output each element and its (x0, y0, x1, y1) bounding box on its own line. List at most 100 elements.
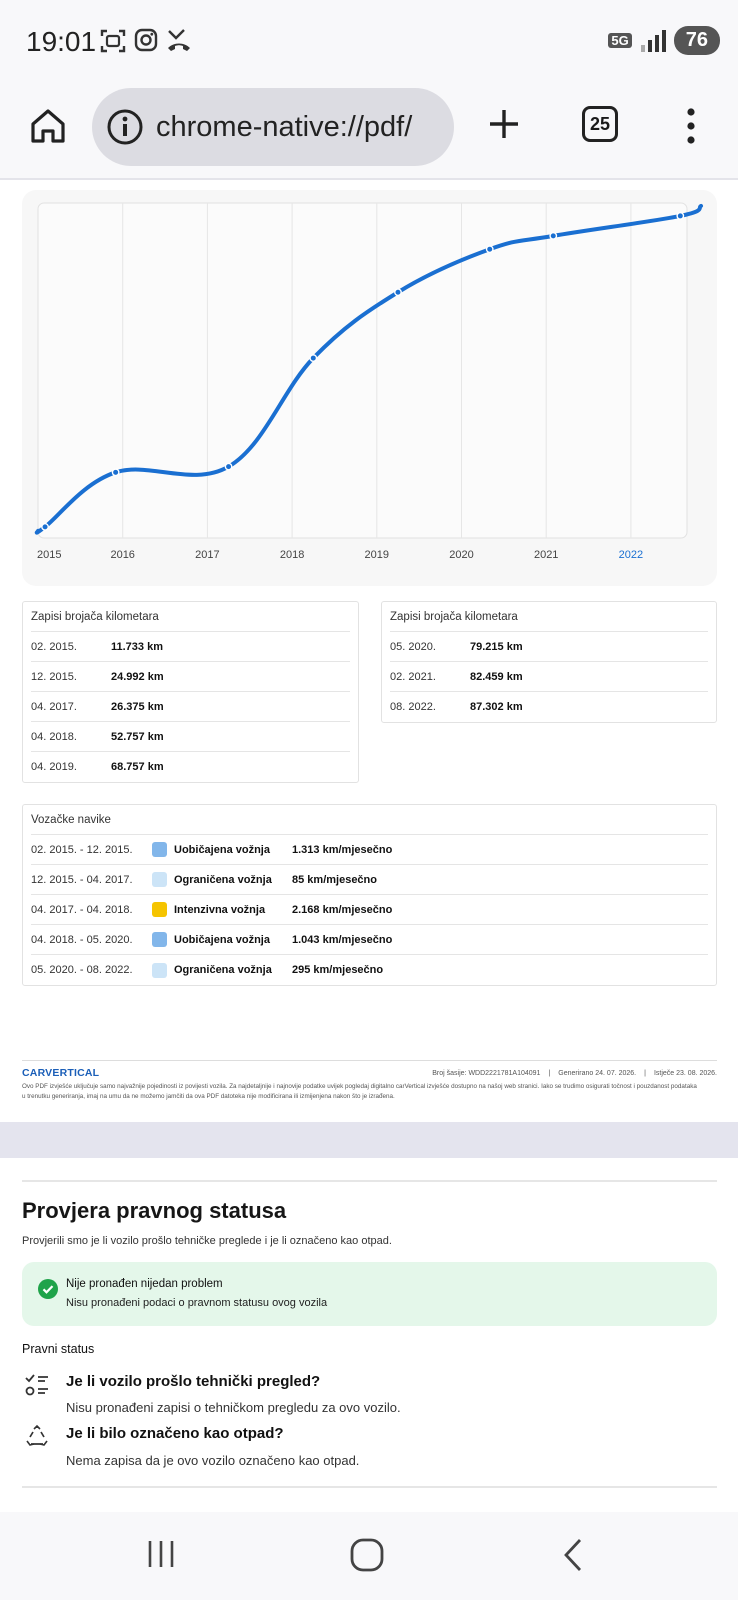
info-icon[interactable] (106, 108, 144, 146)
network-badge: 5G (608, 33, 632, 48)
table-row: 02. 2015. - 12. 2015. Uobičajena vožnja 1.… (31, 835, 708, 865)
x-tick-label: 2021 (534, 549, 558, 561)
data-point[interactable] (111, 468, 120, 477)
odometer-date: 02. 2015. (31, 641, 77, 653)
browser-toolbar: chrome-native://pdf/ 25 (0, 84, 738, 180)
x-tick-label: 2015 (37, 549, 61, 561)
table-row: 08. 2022. 87.302 km (390, 692, 708, 722)
section-divider (22, 1180, 717, 1182)
pdf-footer: CARVERTICAL Broj šasije: WDD2221781A1040… (22, 1060, 717, 1102)
table-row: 04. 2019. 68.757 km (31, 752, 350, 782)
habit-color-swatch (152, 842, 167, 857)
url-text[interactable]: chrome-native://pdf/ (156, 110, 413, 143)
odometer-date: 04. 2018. (31, 731, 77, 743)
habit-type: Uobičajena vožnja (174, 843, 270, 856)
odometer-table-right: Zapisi brojača kilometara 05. 2020. 79.21… (381, 601, 717, 723)
odometer-km: 79.215 km (470, 641, 523, 653)
more-menu-icon[interactable] (682, 106, 700, 146)
x-tick-label: 2018 (280, 549, 304, 561)
home-nav-icon[interactable] (350, 1538, 384, 1572)
x-tick-label: 2020 (449, 549, 473, 561)
inspection-answer: Nisu pronađeni zapisi o tehničkom pregle… (66, 1400, 401, 1415)
x-tick-label: 2019 (365, 549, 389, 561)
footer-meta: Broj šasije: WDD2221781A104091 | Generir… (432, 1069, 717, 1077)
odometer-km: 11.733 km (111, 641, 163, 653)
plot-area (37, 202, 688, 539)
odometer-table-title: Zapisi brojača kilometara (31, 602, 350, 632)
data-point[interactable] (224, 462, 233, 471)
x-tick-label: 2016 (110, 549, 134, 561)
pdf-page-separator (0, 1122, 738, 1158)
legal-status-title: Provjera pravnog statusa (22, 1198, 287, 1223)
new-tab-icon[interactable] (484, 104, 524, 144)
habit-period: 02. 2015. - 12. 2015. (31, 843, 133, 856)
habit-color-swatch (152, 932, 167, 947)
habit-type: Intenzivna vožnja (174, 903, 266, 916)
status-right: 5G 76 (608, 26, 720, 55)
habit-rate: 295 km/mjesečno (292, 964, 384, 976)
habit-period: 05. 2020. - 08. 2022. (31, 964, 133, 976)
table-row: 04. 2018. 52.757 km (31, 722, 350, 752)
data-point[interactable] (676, 212, 685, 220)
x-tick-label: 2022 (619, 549, 643, 561)
data-point[interactable] (394, 288, 402, 297)
habit-rate: 1.043 km/mjesečno (292, 933, 393, 946)
table-row: 02. 2021. 82.459 km (390, 662, 708, 692)
section-divider (22, 1486, 717, 1488)
table-row: 04. 2018. - 05. 2020. Uobičajena vožnja 1.… (31, 925, 708, 955)
inspection-question: Je li vozilo prošlo tehnički pregled? (66, 1373, 321, 1390)
habit-period: 04. 2017. - 04. 2018. (31, 903, 133, 916)
no-issues-text: Nisu pronađeni podaci o pravnom statusu … (66, 1297, 328, 1309)
battery-indicator: 76 (673, 26, 720, 55)
address-bar[interactable]: chrome-native://pdf/ (92, 88, 454, 166)
data-point[interactable] (41, 522, 49, 531)
odometer-km: 26.375 km (111, 701, 164, 713)
recycle-icon (26, 1424, 48, 1446)
habit-color-swatch (152, 902, 167, 917)
habit-type: Ograničena vožnja (174, 964, 272, 976)
status-time: 19:01 (26, 26, 97, 57)
habit-period: 12. 2015. - 04. 2017. (31, 873, 133, 886)
no-issues-title: Nije pronađen nijedan problem (66, 1278, 223, 1290)
signal-icon (640, 29, 666, 52)
recent-apps-icon[interactable] (145, 1538, 177, 1570)
footer-disclaimer: Ovo PDF izvješće uključuje samo najvažni… (22, 1083, 697, 1100)
habit-color-swatch (152, 872, 167, 887)
driving-habits-table: Vozačke navike 02. 2015. - 12. 2015. Uobi… (22, 804, 717, 986)
odometer-date: 04. 2019. (31, 761, 77, 773)
mileage-chart: 2015 2016 2017 2018 2019 2020 2021 2022 (22, 190, 717, 586)
no-issues-alert: Nije pronađen nijedan problem Nisu prona… (22, 1262, 717, 1326)
odometer-table-left: Zapisi brojača kilometara 02. 2015. 11.73… (22, 601, 359, 783)
tab-switcher-button[interactable]: 25 (582, 106, 618, 142)
odometer-date: 02. 2021. (390, 671, 436, 683)
habit-rate: 1.313 km/mjesečno (292, 843, 393, 856)
table-row: 05. 2020. - 08. 2022. Ograničena vožnja 29… (31, 955, 708, 985)
android-nav-bar (0, 1512, 738, 1600)
odometer-km: 82.459 km (470, 671, 523, 683)
table-row: 04. 2017. - 04. 2018. Intenzivna vožnja 2.… (31, 895, 708, 925)
table-row: 02. 2015. 11.733 km (31, 632, 350, 662)
data-point[interactable] (485, 245, 494, 254)
generated-date: Generirano 24. 07. 2026. (558, 1069, 637, 1077)
home-icon[interactable] (28, 106, 68, 146)
odometer-km: 24.992 km (111, 671, 164, 683)
vin-number: Broj šasije: WDD2221781A104091 (432, 1069, 541, 1077)
odometer-table-title: Zapisi brojača kilometara (390, 602, 708, 632)
carvertical-logo: CARVERTICAL (22, 1067, 100, 1079)
scrap-question: Je li bilo označeno kao otpad? (66, 1425, 284, 1442)
odometer-km: 68.757 km (111, 761, 164, 773)
table-row: 12. 2015. 24.992 km (31, 662, 350, 692)
odometer-date: 08. 2022. (390, 701, 436, 713)
data-point[interactable] (549, 231, 558, 240)
odometer-date: 04. 2017. (31, 701, 77, 713)
table-row: 05. 2020. 79.215 km (390, 632, 708, 662)
checklist-icon (25, 1374, 48, 1396)
missed-call-icon (168, 29, 190, 51)
odometer-km: 87.302 km (470, 701, 523, 713)
table-row: 12. 2015. - 04. 2017. Ograničena vožnja 85… (31, 865, 708, 895)
check-circle-icon (38, 1279, 58, 1299)
data-point[interactable] (309, 354, 318, 362)
habit-period: 04. 2018. - 05. 2020. (31, 933, 133, 946)
back-icon[interactable] (562, 1538, 584, 1572)
habit-rate: 85 km/mjesečno (292, 873, 377, 886)
